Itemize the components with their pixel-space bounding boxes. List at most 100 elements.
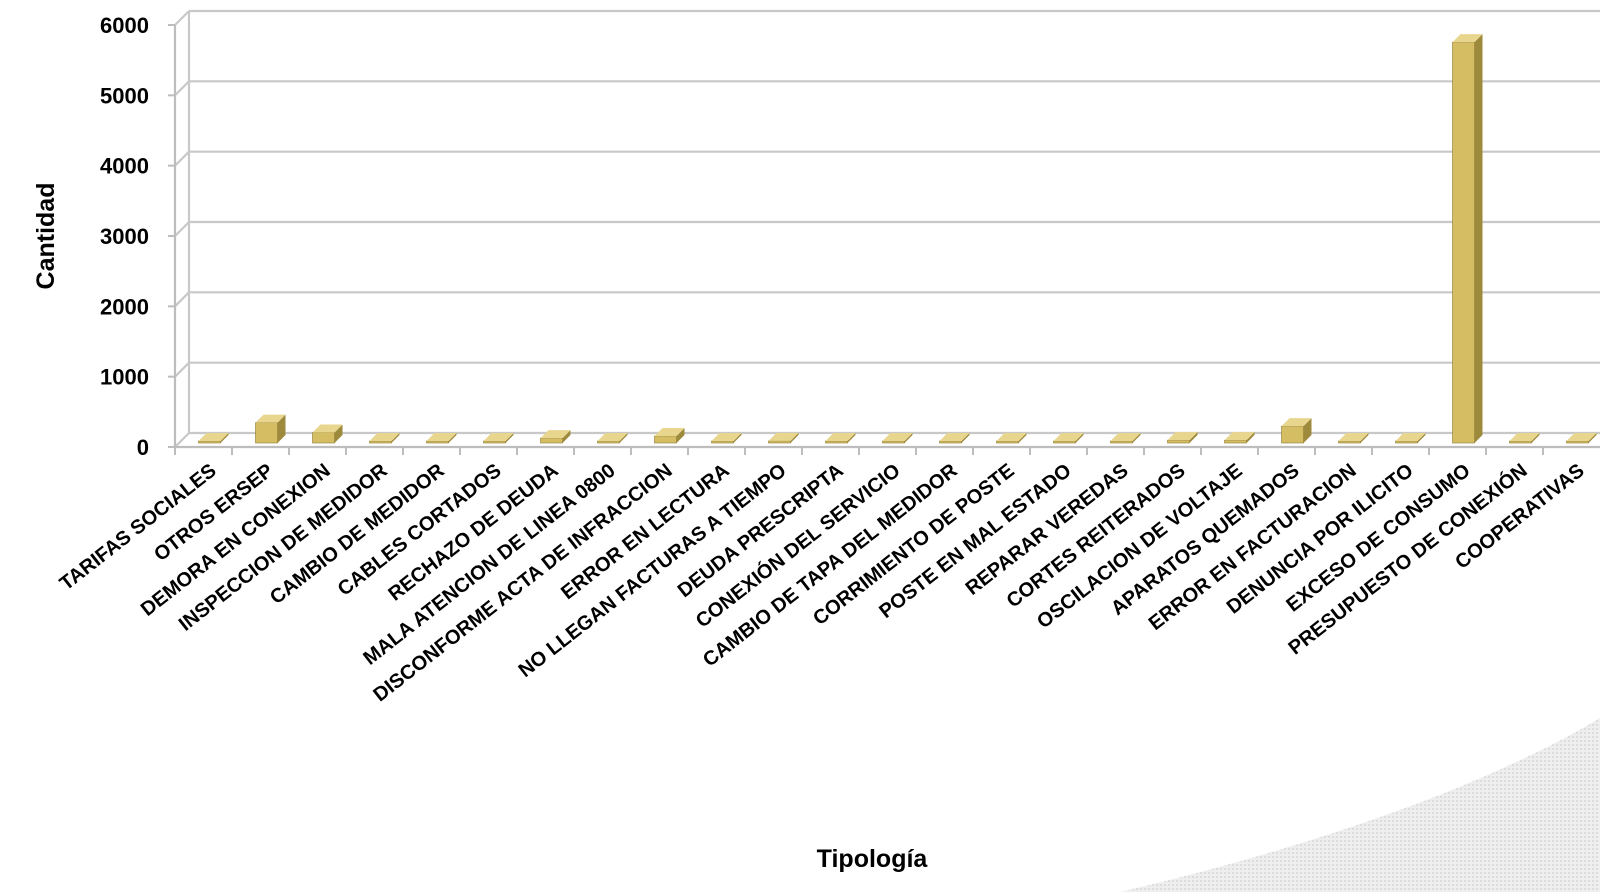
bar-front [1452, 41, 1475, 444]
bar-side [1303, 418, 1312, 443]
bar-side [1360, 433, 1369, 443]
bar-top [996, 433, 1027, 441]
bar-top [1452, 34, 1483, 43]
y-axis-title: Cantidad [32, 183, 60, 290]
gridline-connector [174, 291, 190, 308]
bar-side [1132, 433, 1141, 443]
bar-front [1224, 439, 1247, 444]
bar-top [1167, 432, 1198, 441]
bar-side [1588, 433, 1597, 443]
bar-top [825, 433, 856, 441]
bar-top [540, 430, 571, 439]
gridline-connector [174, 361, 190, 378]
bar-side [448, 433, 457, 443]
bar-front [768, 440, 791, 444]
bar-top [654, 427, 685, 436]
bar-top [1395, 433, 1426, 441]
bar-front [540, 437, 563, 444]
decorative-swoosh [1120, 718, 1600, 892]
bar-front [1509, 440, 1532, 444]
bar-side [847, 433, 856, 443]
bar [711, 433, 742, 444]
y-tick-label: 4000 [100, 154, 149, 179]
bars [198, 34, 1597, 444]
bar-side [562, 430, 571, 443]
plot-area [174, 9, 1600, 448]
bar [1167, 432, 1198, 444]
bar-front [1281, 425, 1304, 444]
bar-top [369, 433, 400, 441]
bar-front [711, 440, 734, 444]
y-tick-label: 6000 [100, 13, 149, 38]
bar-side [904, 433, 913, 443]
bar-top [1566, 433, 1597, 441]
bar-top [1281, 418, 1312, 427]
bar [540, 430, 571, 444]
bar-top [939, 433, 970, 441]
gridline-connector [174, 150, 190, 167]
bar-front [369, 440, 392, 444]
gridline-connector [174, 10, 190, 26]
bar [825, 433, 856, 444]
bar-side [1018, 433, 1027, 443]
bar-side [334, 424, 343, 443]
bar [1224, 432, 1255, 444]
bar-top [1224, 432, 1255, 441]
bar-side [1417, 433, 1426, 443]
bar [312, 424, 343, 444]
bar-side [961, 433, 970, 443]
bar-top [1338, 433, 1369, 441]
bar-side [733, 433, 742, 443]
gridline-connector [174, 432, 190, 448]
y-axis: 0 1000 2000 3000 4000 5000 6000 [100, 13, 177, 460]
bar-top [1110, 433, 1141, 441]
bar [1566, 433, 1597, 444]
bar [426, 433, 457, 444]
bar [1281, 418, 1312, 444]
bar-top [426, 433, 457, 441]
y-tick-label: 5000 [100, 83, 149, 108]
bar-front [1395, 440, 1418, 444]
bar-front [882, 440, 905, 444]
bar-top [255, 414, 286, 423]
bar-front [825, 440, 848, 444]
bar [198, 433, 229, 444]
y-tick-label: 1000 [100, 365, 149, 390]
bar-side [391, 433, 400, 443]
bar-side [505, 433, 514, 443]
bar-side [1531, 433, 1540, 443]
bar-front [654, 435, 677, 444]
bar-side [1246, 432, 1255, 443]
bar-front [1110, 440, 1133, 444]
bar-front [1338, 440, 1361, 444]
bar-front [1167, 439, 1190, 444]
y-tick-label: 3000 [100, 224, 149, 249]
bar-top [198, 433, 229, 441]
bar-front [255, 422, 278, 444]
bar-side [220, 433, 229, 443]
bar [369, 433, 400, 444]
bar [996, 433, 1027, 444]
bar-top [312, 424, 343, 433]
bar-top [882, 433, 913, 441]
bar-front [426, 440, 449, 444]
bar-top [483, 433, 514, 441]
bar [1395, 433, 1426, 444]
bar-top [1509, 433, 1540, 441]
bar [1053, 433, 1084, 444]
bar [882, 433, 913, 444]
bar [1338, 433, 1369, 444]
gridline-connector [174, 80, 190, 97]
bar-front [996, 440, 1019, 444]
bar [1110, 433, 1141, 444]
bar-side [1075, 433, 1084, 443]
bar-side [1474, 34, 1483, 443]
bar-front [483, 440, 506, 444]
bar [939, 433, 970, 444]
bar [768, 432, 799, 444]
y-tick-label: 0 [137, 435, 149, 460]
bar-top [711, 433, 742, 441]
bar [483, 433, 514, 444]
